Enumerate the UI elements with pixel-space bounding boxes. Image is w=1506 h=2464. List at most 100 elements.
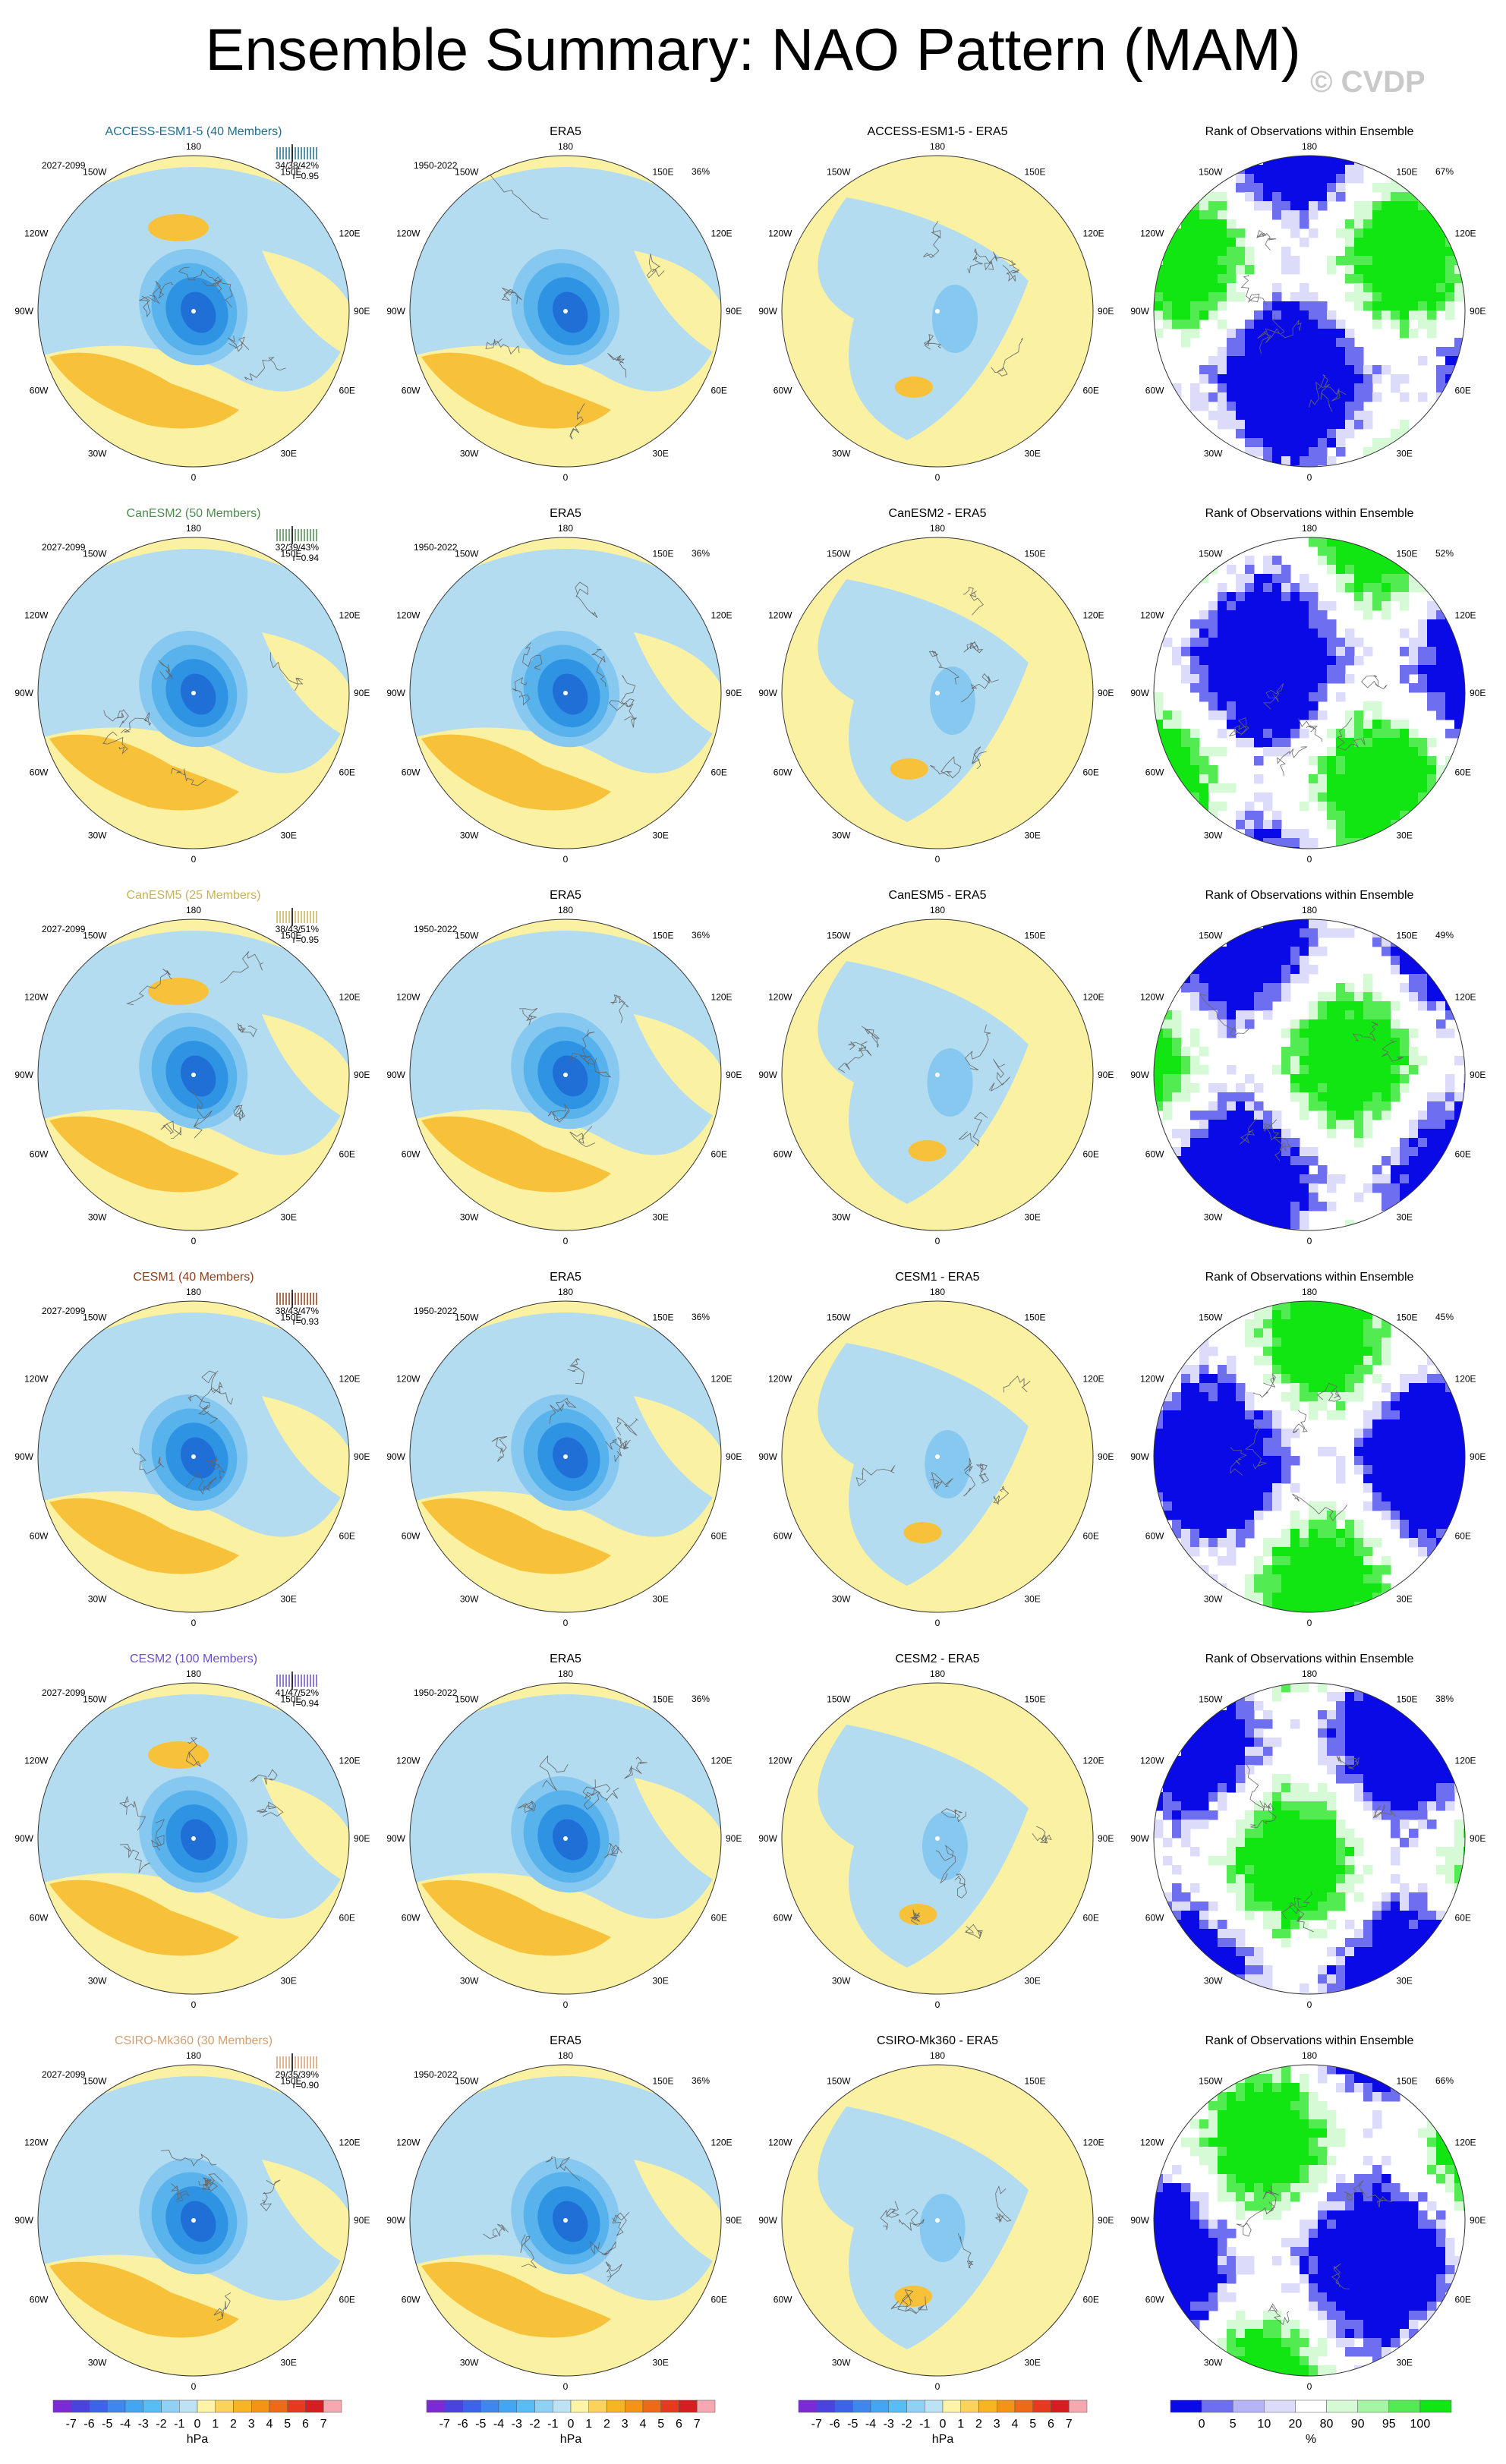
rank-cell xyxy=(1427,674,1437,684)
rank-cell xyxy=(1418,1529,1428,1539)
rank-cell xyxy=(1345,983,1355,993)
rank-cell xyxy=(1354,574,1364,584)
rank-cell xyxy=(1181,2220,1191,2229)
rank-cell xyxy=(1227,283,1237,293)
rank-cell xyxy=(1199,765,1209,775)
rank-cell xyxy=(1409,774,1419,784)
rank-cell xyxy=(1418,792,1428,802)
rank-cell xyxy=(1354,829,1364,839)
rank-cell xyxy=(1281,1874,1291,1884)
rank-cell xyxy=(1208,1111,1218,1120)
rank-cell xyxy=(1181,747,1191,757)
rank-cell xyxy=(1227,947,1237,956)
rank-cell xyxy=(1400,1447,1410,1457)
rank-cell xyxy=(1418,219,1428,229)
rank-cell xyxy=(1427,1174,1437,1184)
rank-cell xyxy=(1363,2338,1373,2348)
rank-cell xyxy=(1181,1456,1191,1466)
direction-label: 60W xyxy=(30,386,49,396)
rank-cell xyxy=(1400,792,1410,802)
rank-cell xyxy=(1345,574,1355,584)
rank-cell xyxy=(1363,1074,1373,1084)
rank-cell xyxy=(1245,965,1255,975)
rank-cell xyxy=(1272,2347,1282,2357)
rank-cell xyxy=(1345,1310,1355,1320)
rank-cell xyxy=(1227,1529,1237,1539)
rank-cell xyxy=(1309,2119,1319,2129)
rank-cell xyxy=(1254,1338,1264,1347)
panel-title: ACCESS-ESM1-5 - ERA5 xyxy=(868,125,1008,138)
rank-cell xyxy=(1254,1993,1264,2002)
direction-label: 30W xyxy=(832,1976,851,1987)
rank-cell xyxy=(1363,1865,1373,1875)
rank-cell xyxy=(1172,1883,1182,1893)
rank-cell xyxy=(1272,619,1282,629)
rank-cell xyxy=(1363,1410,1373,1420)
rank-cell xyxy=(1327,1029,1337,1038)
rank-cell xyxy=(1172,783,1182,793)
rank-cell xyxy=(1409,1202,1419,1212)
rank-cell xyxy=(1436,1111,1446,1120)
rank-cell xyxy=(1382,1010,1391,1020)
rank-cell xyxy=(1363,1010,1373,1020)
direction-label: 120E xyxy=(339,2138,361,2148)
rank-cell xyxy=(1309,1902,1319,1911)
rank-cell xyxy=(1427,219,1437,229)
rank-cell xyxy=(1254,1211,1264,1221)
rank-cell xyxy=(1409,1165,1419,1175)
rank-cell xyxy=(1245,647,1255,657)
rank-cell xyxy=(1463,1856,1473,1866)
rank-cell xyxy=(1327,2128,1337,2138)
rank-cell xyxy=(1372,765,1382,775)
rank-cell xyxy=(1445,1874,1455,1884)
rank-cell xyxy=(1345,411,1355,421)
rank-cell xyxy=(1445,2183,1455,2193)
pole-marker xyxy=(191,1073,196,1077)
rank-cell xyxy=(1236,1183,1246,1193)
direction-label: 120W xyxy=(24,2138,49,2148)
rank-cell xyxy=(1427,656,1437,666)
rank-cell xyxy=(1218,701,1227,711)
rank-cell xyxy=(1354,2311,1364,2321)
rank-cell xyxy=(1163,1147,1173,1157)
rank-cell xyxy=(1372,1101,1382,1111)
rank-cell xyxy=(1327,1738,1337,1747)
rank-cell xyxy=(1163,711,1173,720)
rank-cell xyxy=(1208,1965,1218,1975)
rank-cell xyxy=(1172,1065,1182,1075)
rank-cell xyxy=(1363,1056,1373,1066)
rank-cell xyxy=(1372,265,1382,275)
rank-cell xyxy=(1272,420,1282,430)
rank-cell xyxy=(1172,1083,1182,1093)
rank-cell xyxy=(1254,1865,1264,1875)
rank-cell xyxy=(1272,1547,1282,1557)
rank-cell xyxy=(1281,983,1291,993)
direction-label: 90W xyxy=(14,1070,33,1080)
rank-cell xyxy=(1463,1419,1473,1429)
rank-cell xyxy=(1345,656,1355,666)
rank-cell xyxy=(1281,656,1291,666)
rank-cell xyxy=(1290,2174,1300,2184)
rank-cell xyxy=(1281,629,1291,638)
rank-cell xyxy=(1318,2165,1328,2175)
direction-label: 30E xyxy=(653,1594,669,1605)
rank-cell xyxy=(1172,1465,1182,1475)
rank-cell xyxy=(1281,1456,1291,1466)
rank-cell xyxy=(1382,1447,1391,1457)
rank-cell xyxy=(1172,1419,1182,1429)
rank-cell xyxy=(1300,1193,1309,1202)
direction-label: 30W xyxy=(88,449,107,459)
rank-cell xyxy=(1245,802,1255,811)
direction-label: 60W xyxy=(30,1531,49,1542)
rank-cell xyxy=(1382,1401,1391,1411)
rank-cell xyxy=(1436,765,1446,775)
rank-cell xyxy=(1208,638,1218,648)
rank-cell xyxy=(1218,683,1227,693)
rank-cell xyxy=(1345,774,1355,784)
rank-cell xyxy=(1236,1765,1246,1775)
rank-cell xyxy=(1454,2274,1464,2284)
rank-cell xyxy=(1236,1738,1246,1747)
rank-cell xyxy=(1372,565,1382,575)
rank-cell xyxy=(1354,2238,1364,2248)
rank-cell xyxy=(1254,974,1264,984)
